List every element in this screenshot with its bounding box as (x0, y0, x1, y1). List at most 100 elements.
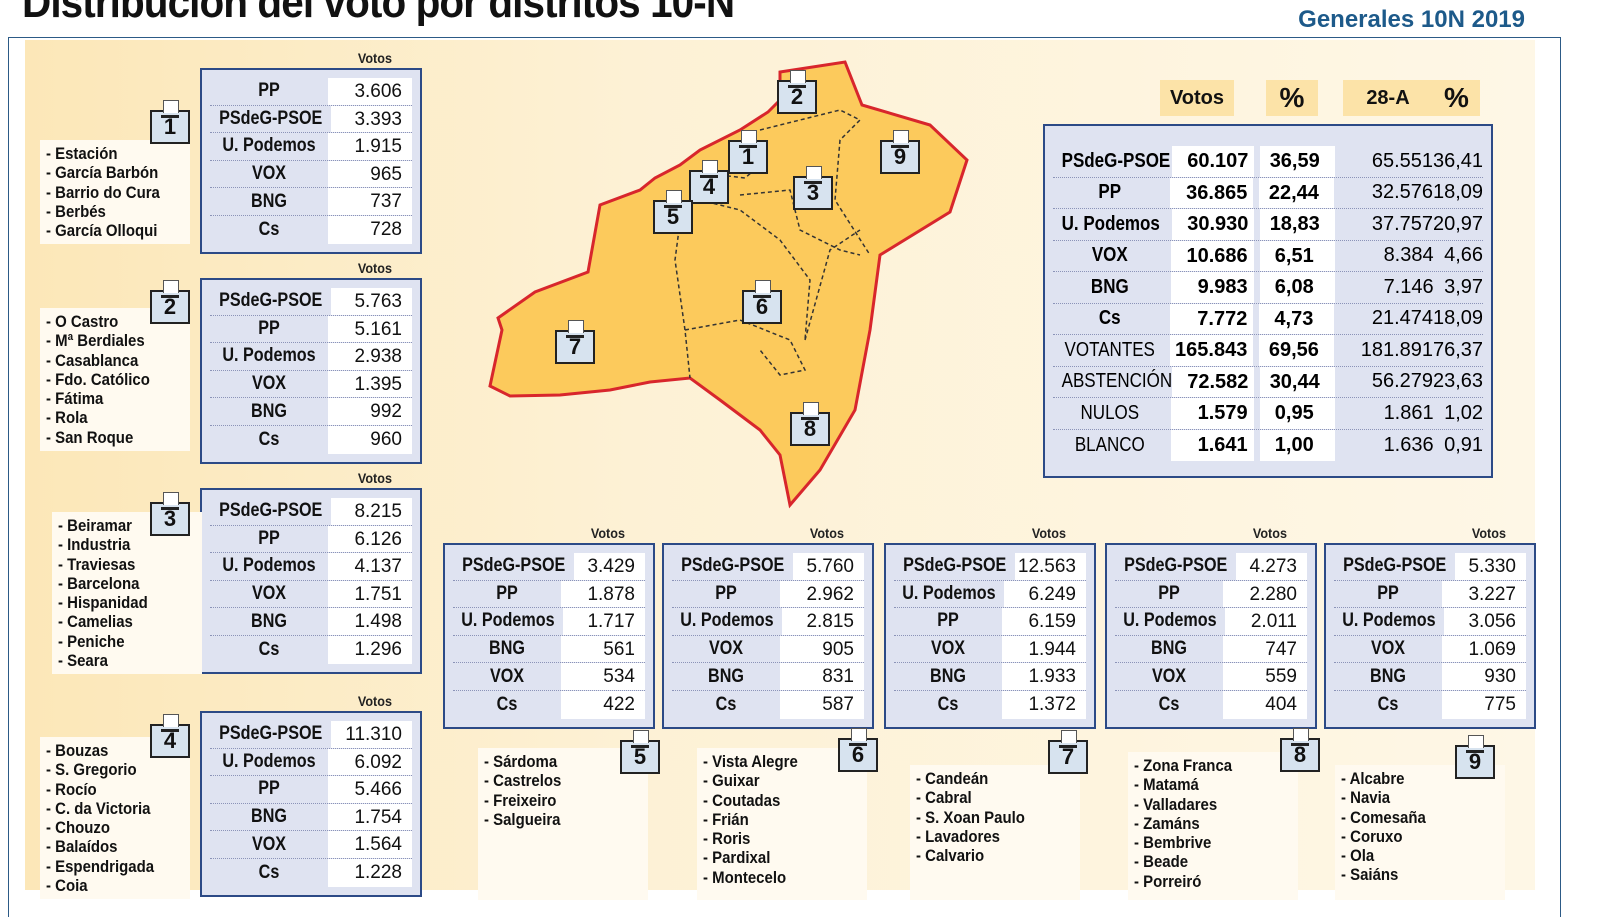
table-row: U. Podemos 3.056 (1334, 608, 1526, 636)
table-row: PP 1.878 (453, 580, 645, 609)
table-row: PSdeG-PSOE 4.273 (1115, 553, 1307, 581)
summary-28a-votes: 7.146 (1383, 275, 1434, 298)
table-row: VOX 1.751 (210, 580, 412, 609)
party-name: PSdeG-PSOE (219, 290, 323, 312)
vote-count: 8.215 (331, 498, 412, 525)
neighborhood-list-7: - Candeán - Cabral - S. Xoan Paulo - Lavado… (910, 765, 1080, 900)
ballot-box-icon: 1 (150, 100, 190, 144)
vote-count: 534 (561, 663, 645, 690)
neighborhood: - Hispanidad (58, 593, 148, 613)
party-name: PP (715, 582, 737, 604)
ballot-box-icon: 8 (1280, 728, 1320, 772)
vote-count: 5.760 (793, 553, 864, 580)
neighborhood: - Salgueira (484, 809, 561, 829)
party-name: U. Podemos (222, 135, 316, 157)
vote-count: 3.393 (331, 105, 412, 133)
party-name: BNG (930, 665, 966, 687)
party-name: PSdeG-PSOE (219, 107, 323, 129)
summary-28a-votes: 8.384 (1383, 244, 1434, 267)
neighborhood: - Mª Berdiales (46, 331, 145, 351)
neighborhood-list-2: - O Castro - Mª Berdiales - Casablanca - Fd… (40, 308, 190, 452)
summary-28a-pct: 0,91 (1444, 433, 1484, 456)
vote-count: 1.372 (1002, 690, 1086, 719)
vote-count: 775 (1442, 690, 1526, 719)
neighborhood: - Fátima (46, 389, 104, 409)
neighborhood-list-8: - Zona Franca - Matamá - Valladares - Zamán… (1128, 752, 1298, 900)
summary-table: PSdeG-PSOE 60.107 36,59 65.551 36,41 PP 36.865… (1043, 124, 1493, 478)
table-row: Cs 960 (210, 425, 412, 454)
vote-count: 3.227 (1442, 580, 1526, 608)
neighborhood: - Industria (58, 535, 131, 555)
party-name: U. Podemos (222, 555, 316, 577)
votes-label: Votos (357, 50, 392, 66)
summary-pct: 6,08 (1259, 272, 1335, 303)
vote-count: 6.092 (328, 748, 412, 776)
party-name: PP (1377, 582, 1399, 604)
neighborhood: - Ola (1341, 846, 1375, 866)
header-pct: % (1266, 80, 1318, 116)
table-row: Cs 1.228 (210, 858, 412, 887)
table-row: VOX 965 (210, 160, 412, 189)
party-name: Cs (258, 861, 280, 883)
party-name: BNG (1151, 638, 1187, 660)
neighborhood: - Comesaña (1341, 807, 1426, 827)
neighborhood: - Bouzas (46, 741, 109, 760)
vote-count: 404 (1223, 690, 1307, 719)
vote-count: 5.466 (328, 776, 412, 803)
party-name: PP (258, 527, 280, 549)
vote-count: 587 (780, 690, 864, 719)
votes-label: Votos (357, 470, 392, 486)
summary-row: VOTANTES 165.843 69,56 181.891 76,37 (1053, 335, 1483, 367)
summary-pct: 22,44 (1259, 177, 1335, 208)
map-ballot-box-icon: 3 (793, 166, 833, 210)
party-name: BNG (251, 400, 287, 422)
summary-row: PP 36.865 22,44 32.576 18,09 (1053, 177, 1484, 209)
summary-28a-pct: 4,66 (1444, 244, 1484, 267)
neighborhood: - Matamá (1134, 775, 1199, 795)
neighborhood: - S. Gregorio (46, 760, 137, 780)
summary-28a-votes: 1.861 (1383, 401, 1434, 424)
table-row: VOX 1.944 (894, 635, 1086, 664)
neighborhood: - Pardixal (703, 848, 771, 868)
table-row: PP 5.466 (210, 776, 412, 804)
neighborhood: - Frián (703, 809, 749, 829)
vote-count: 3.606 (328, 78, 412, 105)
table-row: U. Podemos 6.092 (210, 748, 412, 777)
party-name: U. Podemos (222, 750, 316, 772)
district-table-8: PSdeG-PSOE 4.273 PP 2.280 U. Podemos 2.011 BNG… (1105, 543, 1317, 729)
party-name: Cs (258, 218, 280, 240)
vote-count: 728 (328, 215, 412, 244)
summary-28a-votes: 56.279 (1371, 370, 1433, 393)
map-ballot-box-icon: 4 (689, 160, 729, 204)
neighborhood: - San Roque (46, 427, 134, 447)
table-row: U. Podemos 1.915 (210, 133, 412, 161)
neighborhood: - Traviesas (58, 554, 136, 574)
neighborhood-list-3: - Beiramar - Industria - Traviesas - Barcel… (52, 512, 202, 675)
vote-count: 930 (1442, 663, 1526, 690)
ballot-box-icon: 7 (1048, 730, 1088, 774)
neighborhood: - Rocío (46, 779, 97, 799)
vote-count: 4.273 (1236, 553, 1307, 580)
neighborhood: - Balaídos (46, 837, 118, 857)
district-table-9: PSdeG-PSOE 5.330 PP 3.227 U. Podemos 3.056 VOX… (1324, 543, 1536, 729)
party-name: BNG (708, 665, 744, 687)
neighborhood: - Beiramar (58, 516, 133, 535)
neighborhood: - Rola (46, 408, 88, 428)
vote-count: 1.915 (328, 133, 412, 160)
neighborhood: - Estación (46, 144, 118, 163)
summary-row: Cs 7.772 4,73 21.474 18,09 (1053, 303, 1483, 335)
summary-label: PP (1098, 181, 1122, 204)
summary-pct: 1,00 (1259, 429, 1335, 461)
vote-count: 965 (328, 160, 412, 188)
table-row: Cs 1.372 (894, 690, 1086, 719)
summary-row: BLANCO 1.641 1,00 1.636 0,91 (1053, 429, 1484, 461)
header-28a: 28-A (1343, 80, 1433, 116)
summary-28a-pct: 76,37 (1433, 338, 1484, 361)
table-row: PP 2.962 (672, 580, 864, 609)
summary-votes: 7.772 (1170, 303, 1254, 334)
party-name: PSdeG-PSOE (1124, 555, 1228, 577)
party-name: BNG (1370, 665, 1406, 687)
map-outline (488, 60, 969, 509)
summary-28a-pct: 18,09 (1433, 181, 1484, 204)
neighborhood: - Zamáns (1134, 813, 1200, 833)
